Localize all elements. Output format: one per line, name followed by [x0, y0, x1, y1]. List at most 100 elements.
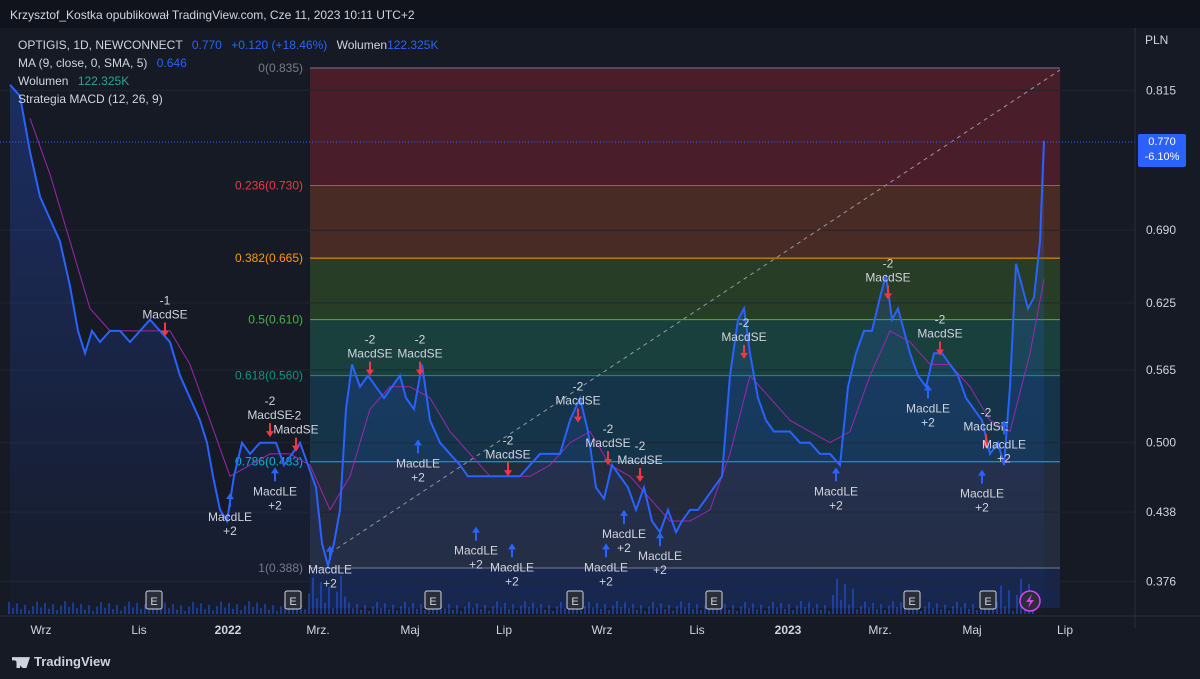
volume-bar: [8, 602, 10, 614]
signal-qty: +2: [921, 416, 935, 430]
fib-label-0.382: 0.382(0.665): [235, 251, 303, 265]
brand-name: TradingView: [34, 654, 111, 669]
signal-qty: +2: [975, 501, 989, 515]
signal-label: MacdSE: [273, 423, 318, 437]
buy-signal: MacdLE+2: [814, 467, 858, 512]
earnings-marker[interactable]: E: [566, 590, 584, 610]
earnings-label: E: [710, 596, 717, 608]
signal-label: MacdLE: [814, 484, 858, 498]
last-price: 0.770: [191, 38, 222, 52]
buy-arrow-icon: [271, 467, 279, 482]
buy-signal: MacdLE+2: [584, 543, 628, 588]
signal-qty: +2: [323, 577, 337, 591]
signal-qty: -2: [883, 257, 894, 271]
legend-strategy-row[interactable]: Strategia MACD (12, 26, 9): [18, 90, 438, 108]
buy-signal: MacdLE+2: [208, 493, 252, 538]
buy-arrow-icon: [472, 526, 480, 541]
buy-arrow-icon: [508, 543, 516, 558]
signal-label: MacdSE: [485, 447, 530, 461]
volume-indicator-label: Wolumen: [18, 74, 69, 88]
sell-arrow-icon: [504, 462, 512, 477]
price-axis[interactable]: PLN 0.815 0.690 0.625 0.565 0.500 0.438 0.376: [1134, 28, 1176, 628]
fib-zone-0: [310, 68, 1060, 186]
sell-arrow-icon: [604, 451, 612, 466]
earnings-marker[interactable]: E: [284, 590, 302, 610]
time-tick-label: Mrz.: [306, 623, 329, 637]
sell-arrow-icon: [292, 437, 300, 452]
signal-label: MacdLE: [982, 437, 1026, 451]
time-axis[interactable]: Wrz Lis 2022 Mrz. Maj Lip Wrz Lis 2023 Mrz. Maj Lip: [0, 615, 1200, 637]
price-tick-label: 0.438: [1146, 505, 1176, 519]
sell-arrow-icon: [366, 361, 374, 376]
time-tick-label: Lis: [131, 623, 146, 637]
signal-label: MacdLE: [396, 456, 440, 470]
time-tick-label: Maj: [400, 623, 419, 637]
signal-qty: +2: [411, 470, 425, 484]
signal-qty: -1: [160, 293, 171, 307]
footer: TradingView: [0, 644, 1200, 679]
price-chart[interactable]: 0(0.835) 0.236(0.730) 0.382(0.665) 0.5(0.61…: [0, 28, 1200, 644]
signal-label: MacdLE: [602, 527, 646, 541]
signal-label: MacdSE: [585, 436, 630, 450]
fib-label-0: 0(0.835): [258, 61, 303, 75]
buy-arrow-icon: [226, 493, 234, 508]
buy-signal: MacdLE+2: [982, 420, 1026, 465]
buy-signal: MacdLE+2: [638, 532, 682, 577]
volume-indicator-value: 122.325K: [77, 74, 130, 88]
sell-arrow-icon: [936, 341, 944, 356]
signal-label: MacdSE: [347, 347, 392, 361]
buy-arrow-icon: [832, 467, 840, 482]
sell-arrow-icon: [636, 467, 644, 482]
time-tick-label: 2022: [215, 623, 242, 637]
lightning-icon[interactable]: [1019, 590, 1041, 612]
fib-label-0.618: 0.618(0.560): [235, 369, 303, 383]
signal-qty: -2: [603, 422, 614, 436]
signal-label: MacdLE: [208, 510, 252, 524]
time-tick-label: Lip: [496, 623, 512, 637]
buy-signal: MacdLE+2: [253, 467, 297, 512]
legend-ma-row[interactable]: MA (9, close, 0, SMA, 5) 0.646: [18, 54, 438, 72]
signal-qty: +2: [223, 524, 237, 538]
buy-arrow-icon: [620, 509, 628, 524]
buy-signal: MacdLE+2: [960, 469, 1004, 515]
earnings-marker[interactable]: E: [705, 590, 723, 610]
legend-symbol-row: OPTIGIS, 1D, NEWCONNECT 0.770 +0.120 (+1…: [18, 36, 438, 54]
signal-qty: -2: [265, 394, 276, 408]
time-tick-label: Wrz: [591, 623, 612, 637]
sell-arrow-icon: [884, 285, 892, 300]
price-tick-label: 0.625: [1146, 296, 1176, 310]
legend-volume-row[interactable]: Wolumen 122.325K: [18, 72, 438, 90]
buy-signal: MacdLE+2: [396, 439, 440, 484]
buy-signal: MacdLE+2: [906, 384, 950, 430]
earnings-label: E: [429, 596, 436, 608]
signal-qty: -2: [739, 316, 750, 330]
publisher-header: Krzysztof_Kostka opublikował TradingView…: [0, 0, 1200, 28]
signal-qty: +2: [268, 498, 282, 512]
buy-arrow-icon: [414, 439, 422, 454]
earnings-marker[interactable]: E: [903, 590, 921, 610]
sell-arrow-icon: [982, 434, 990, 449]
signal-label: MacdSE: [865, 271, 910, 285]
earnings-marker[interactable]: E: [145, 590, 163, 610]
signal-qty: +2: [829, 498, 843, 512]
signal-qty: -2: [981, 405, 992, 419]
earnings-label: E: [289, 596, 296, 608]
earnings-marker[interactable]: E: [424, 590, 442, 610]
time-tick-label: Lis: [689, 623, 704, 637]
signal-qty: +2: [997, 451, 1011, 465]
signal-label: MacdLE: [308, 563, 352, 577]
buy-arrow-icon: [656, 532, 664, 547]
earnings-marker[interactable]: E: [979, 590, 997, 610]
signal-qty: +2: [469, 558, 483, 572]
tradingview-logo[interactable]: TradingView: [12, 654, 110, 669]
signal-qty: -2: [935, 312, 946, 326]
